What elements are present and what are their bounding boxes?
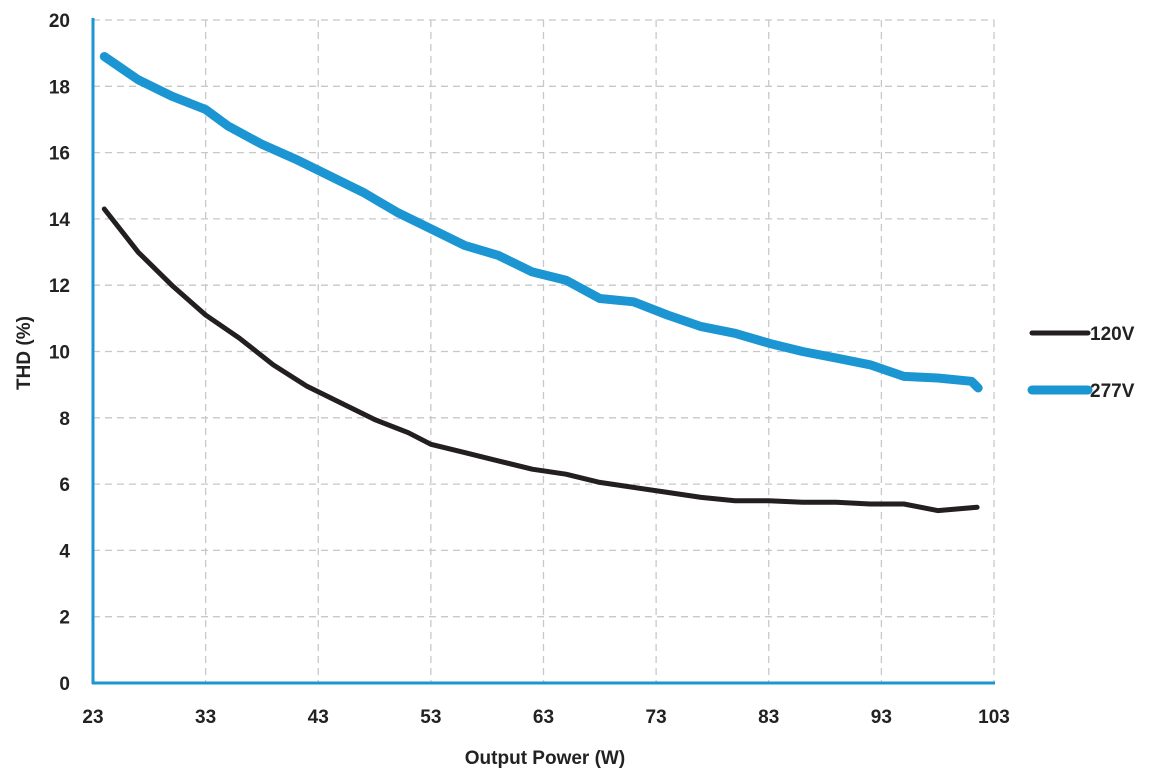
y-tick-label: 2	[59, 608, 70, 629]
x-tick-label: 23	[82, 707, 103, 728]
x-tick-label: 33	[195, 707, 216, 728]
y-tick-label: 6	[59, 475, 70, 496]
x-tick-label: 83	[758, 707, 779, 728]
y-axis-title: THD (%)	[14, 316, 35, 390]
y-tick-labels: 0 2 4 6 8 10 12 14 16 18 20	[49, 11, 71, 695]
grid-lines	[93, 19, 995, 683]
y-tick-label: 16	[49, 144, 70, 165]
x-tick-label: 73	[646, 707, 667, 728]
series-line-120v	[101, 206, 980, 514]
y-tick-label: 14	[49, 210, 71, 231]
y-tick-label: 10	[49, 343, 70, 364]
series-line-277v	[99, 52, 983, 393]
x-tick-labels: 23 33 43 53 63 73 83 93 103	[82, 707, 1009, 728]
legend: 120V 277V	[1027, 324, 1135, 402]
y-tick-label: 18	[49, 77, 70, 98]
x-tick-label: 93	[871, 707, 892, 728]
legend-label-120v: 120V	[1090, 324, 1135, 345]
x-tick-label: 53	[420, 707, 441, 728]
x-tick-label: 63	[533, 707, 554, 728]
axes	[91, 18, 995, 685]
x-tick-label: 103	[978, 707, 1010, 728]
y-tick-label: 0	[59, 674, 70, 695]
series-lines	[99, 52, 983, 514]
y-tick-label: 20	[49, 11, 70, 32]
y-tick-label: 12	[49, 276, 70, 297]
y-tick-label: 4	[59, 541, 70, 562]
x-axis-title: Output Power (W)	[465, 748, 625, 769]
legend-label-277v: 277V	[1090, 381, 1135, 402]
y-tick-label: 8	[59, 409, 70, 430]
x-tick-label: 43	[308, 707, 329, 728]
